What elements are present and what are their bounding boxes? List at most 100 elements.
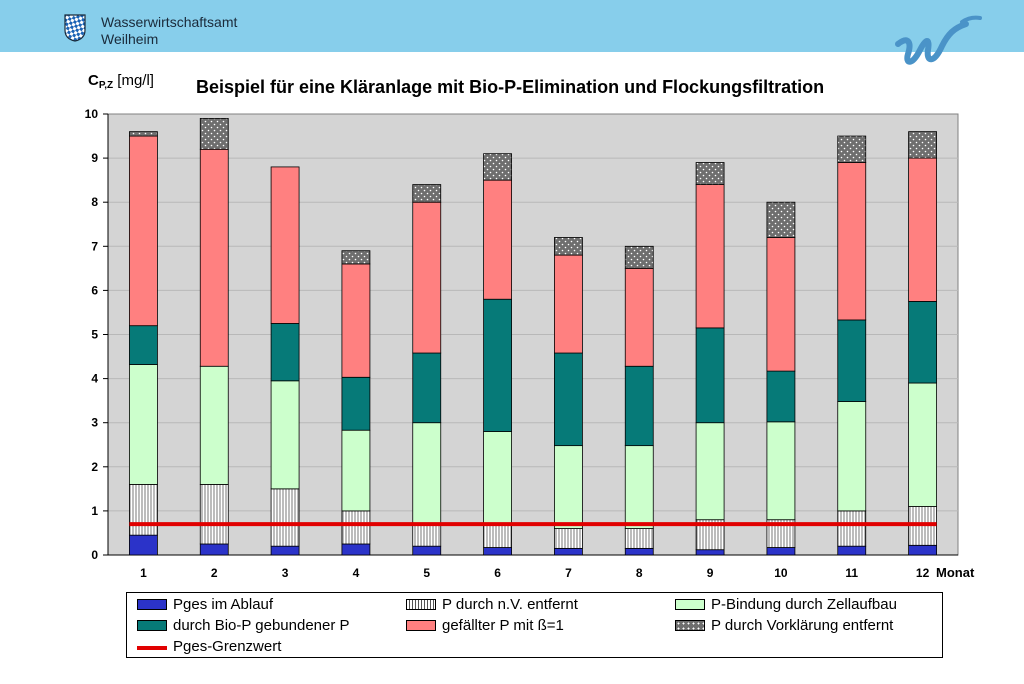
bar-segment-1 [695, 549, 725, 556]
bar-segment-4 [270, 323, 300, 382]
bar-segment-4 [129, 325, 158, 365]
bar-segment-2 [483, 523, 512, 548]
bar-segment-5 [483, 179, 512, 300]
bar-segment-1 [129, 534, 158, 556]
org-line-1: Wasserwirtschaftsamt [101, 14, 238, 30]
bar-segment-3 [270, 380, 300, 490]
bar-segment-5 [695, 184, 725, 329]
y-axis-symbol: C [88, 72, 99, 89]
bar-segment-4 [837, 319, 867, 402]
x-axis-label: Monat [936, 565, 975, 580]
bar-segment-2 [129, 484, 158, 536]
x-tick-label: 7 [565, 566, 572, 580]
y-tick-label: 5 [91, 328, 98, 342]
y-tick-label: 6 [91, 283, 98, 297]
bar-segment-4 [695, 327, 725, 424]
bar-segment-3 [483, 431, 512, 525]
bar-segment-6 [695, 162, 725, 185]
x-tick-label: 1 [140, 566, 147, 580]
bar-segment-3 [908, 382, 937, 507]
legend-label: durch Bio-P gebundener P [173, 617, 350, 634]
y-axis-subscript: P,Z [98, 80, 114, 91]
bar-segment-3 [412, 422, 442, 525]
legend-swatch [675, 620, 705, 631]
bar-segment-5 [908, 157, 937, 302]
bavarian-diamond-crest-icon [64, 14, 86, 42]
bar-segment-5 [270, 166, 300, 324]
header-bar: Wasserwirtschaftsamt Weilheim [0, 0, 1024, 52]
wwa-wave-logo-icon [895, 15, 982, 65]
bar-segment-1 [554, 547, 583, 556]
bar-segment-3 [341, 429, 371, 512]
bar-segment-2 [624, 528, 654, 549]
y-tick-label: 4 [91, 372, 98, 386]
bar-segment-6 [766, 201, 796, 238]
legend-label: P durch Vorklärung entfernt [711, 617, 894, 634]
bar-segment-5 [766, 237, 796, 372]
bar-segment-5 [341, 263, 371, 378]
legend-swatch [137, 599, 167, 610]
bar-segment-6 [199, 118, 229, 150]
bar-segment-4 [908, 301, 937, 384]
x-tick-label: 12 [916, 566, 930, 580]
bar-segment-2 [412, 523, 442, 547]
bar-segment-1 [483, 547, 512, 556]
y-tick-label: 0 [91, 548, 98, 562]
org-line-2: Weilheim [101, 31, 159, 47]
bar-segment-2 [554, 528, 583, 549]
bar-segment-4 [624, 365, 654, 447]
legend-swatch [137, 646, 167, 650]
bar-segment-6 [412, 184, 442, 203]
x-tick-label: 9 [707, 566, 714, 580]
bar-segment-5 [412, 201, 442, 354]
bar-segment-4 [412, 352, 442, 424]
x-tick-label: 4 [353, 566, 360, 580]
bar-segment-6 [483, 153, 512, 181]
x-tick-label: 10 [774, 566, 788, 580]
bar-segment-6 [908, 131, 937, 159]
legend-swatch [675, 599, 705, 610]
bar-segment-1 [837, 545, 867, 556]
x-tick-label: 3 [282, 566, 289, 580]
bar-segment-1 [199, 543, 229, 556]
bar-segment-1 [412, 545, 442, 556]
bar-segment-3 [624, 445, 654, 529]
bar-segment-4 [483, 298, 512, 432]
y-tick-label: 10 [85, 107, 99, 121]
chart-legend: Pges im Ablauf P durch n.V. entfernt P-Bin… [126, 592, 943, 658]
bar-segment-5 [554, 254, 583, 354]
bar-segment-3 [554, 445, 583, 529]
legend-label: Pges-Grenzwert [173, 638, 282, 655]
bar-segment-6 [624, 245, 654, 269]
y-tick-label: 7 [91, 239, 98, 253]
y-tick-label: 8 [91, 195, 98, 209]
legend-label: P durch n.V. entfernt [442, 596, 578, 613]
legend-swatch [406, 620, 436, 631]
bar-segment-2 [199, 484, 229, 545]
x-tick-label: 2 [211, 566, 218, 580]
bar-segment-1 [341, 543, 371, 556]
bar-segment-4 [341, 376, 371, 431]
bar-segment-3 [695, 422, 725, 521]
bar-segment-2 [837, 510, 867, 547]
bar-segment-3 [129, 364, 158, 485]
bar-segment-6 [554, 237, 583, 256]
bar-segment-1 [908, 544, 937, 556]
bar-segment-5 [129, 135, 158, 327]
x-tick-label: 5 [423, 566, 430, 580]
bar-segment-3 [766, 421, 796, 521]
y-axis-label: CP,Z [mg/l] [88, 72, 154, 91]
legend-swatch [137, 620, 167, 631]
bar-segment-4 [766, 370, 796, 423]
bar-segment-5 [199, 148, 229, 367]
bar-segment-4 [554, 352, 583, 447]
y-axis-unit: [mg/l] [117, 72, 154, 89]
y-tick-label: 9 [91, 151, 98, 165]
legend-label: P-Bindung durch Zellaufbau [711, 596, 897, 613]
y-tick-label: 3 [91, 416, 98, 430]
bar-segment-6 [341, 250, 371, 265]
bar-segment-2 [270, 488, 300, 547]
bar-segment-1 [624, 547, 654, 556]
x-tick-label: 8 [636, 566, 643, 580]
y-tick-label: 2 [91, 460, 98, 474]
